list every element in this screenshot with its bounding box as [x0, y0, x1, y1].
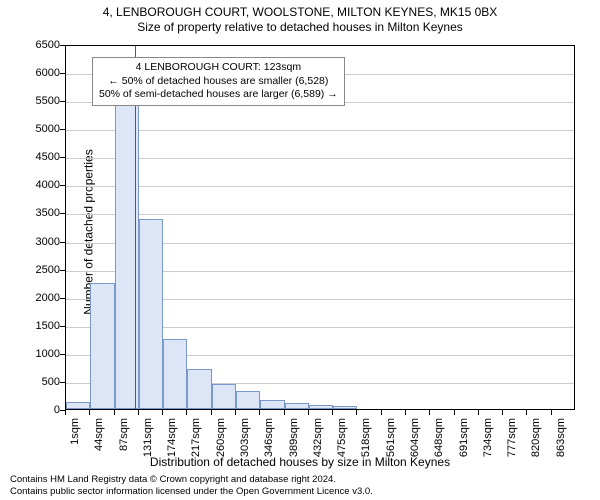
xtick-label: 475sqm [336, 418, 348, 458]
legend-line-1: 4 LENBOROUGH COURT: 123sqm [99, 61, 338, 75]
gridline [66, 158, 574, 159]
histogram-bar [66, 402, 90, 409]
xtick-label: 389sqm [288, 418, 300, 458]
xtick-mark [138, 410, 139, 415]
xtick-label: 1sqm [69, 418, 81, 458]
ytick-mark [60, 298, 65, 299]
xtick-label: 691sqm [458, 418, 470, 458]
footer: Contains HM Land Registry data © Crown c… [10, 474, 373, 498]
xtick-mark [284, 410, 285, 415]
ytick-label: 1000 [30, 348, 60, 360]
ytick-mark [60, 382, 65, 383]
histogram-bar [187, 369, 211, 409]
xtick-label: 44sqm [93, 418, 105, 458]
xtick-mark [308, 410, 309, 415]
ytick-label: 0 [30, 404, 60, 416]
xtick-label: 604sqm [409, 418, 421, 458]
xtick-label: 131sqm [142, 418, 154, 458]
title-area: 4, LENBOROUGH COURT, WOOLSTONE, MILTON K… [0, 0, 600, 34]
xtick-label: 518sqm [360, 418, 372, 458]
xtick-mark [332, 410, 333, 415]
ytick-label: 2500 [30, 264, 60, 276]
title-line-2: Size of property relative to detached ho… [0, 20, 600, 34]
xtick-mark [429, 410, 430, 415]
ytick-label: 5500 [30, 95, 60, 107]
histogram-bar [139, 219, 163, 409]
xtick-label: 260sqm [215, 418, 227, 458]
footer-line-1: Contains HM Land Registry data © Crown c… [10, 474, 373, 486]
ytick-label: 5000 [30, 123, 60, 135]
xtick-label: 648sqm [433, 418, 445, 458]
gridline [66, 214, 574, 215]
xtick-mark [162, 410, 163, 415]
histogram-bar [260, 400, 284, 409]
ytick-label: 3500 [30, 207, 60, 219]
xtick-label: 217sqm [190, 418, 202, 458]
histogram-bar [285, 403, 309, 409]
xtick-mark [405, 410, 406, 415]
ytick-label: 500 [30, 376, 60, 388]
ytick-mark [60, 242, 65, 243]
legend-box: 4 LENBOROUGH COURT: 123sqm ← 50% of deta… [92, 57, 345, 106]
histogram-bar [236, 391, 260, 409]
xtick-mark [65, 410, 66, 415]
xtick-label: 820sqm [530, 418, 542, 458]
histogram-bar [333, 406, 357, 409]
histogram-bar [90, 283, 114, 409]
ytick-label: 2000 [30, 292, 60, 304]
xtick-mark [551, 410, 552, 415]
ytick-label: 3000 [30, 236, 60, 248]
xtick-mark [356, 410, 357, 415]
ytick-mark [60, 213, 65, 214]
ytick-label: 1500 [30, 320, 60, 332]
xtick-mark [211, 410, 212, 415]
xtick-mark [478, 410, 479, 415]
ytick-label: 4000 [30, 179, 60, 191]
xtick-label: 734sqm [482, 418, 494, 458]
gridline [66, 186, 574, 187]
xtick-label: 432sqm [312, 418, 324, 458]
xtick-mark [235, 410, 236, 415]
ytick-mark [60, 73, 65, 74]
legend-line-3: 50% of semi-detached houses are larger (… [99, 88, 338, 102]
ytick-label: 4500 [30, 151, 60, 163]
ytick-mark [60, 354, 65, 355]
xtick-mark [89, 410, 90, 415]
ytick-mark [60, 270, 65, 271]
xtick-label: 777sqm [506, 418, 518, 458]
xtick-label: 346sqm [263, 418, 275, 458]
xtick-label: 863sqm [555, 418, 567, 458]
legend-line-2: ← 50% of detached houses are smaller (6,… [99, 75, 338, 89]
xtick-mark [526, 410, 527, 415]
ytick-mark [60, 185, 65, 186]
xtick-mark [114, 410, 115, 415]
xtick-label: 87sqm [118, 418, 130, 458]
title-line-1: 4, LENBOROUGH COURT, WOOLSTONE, MILTON K… [0, 5, 600, 19]
histogram-bar [212, 384, 236, 409]
xtick-mark [259, 410, 260, 415]
xtick-mark [186, 410, 187, 415]
gridline [66, 130, 574, 131]
ytick-mark [60, 45, 65, 46]
ytick-mark [60, 157, 65, 158]
ytick-mark [60, 326, 65, 327]
histogram-bar [163, 339, 187, 409]
xtick-label: 303sqm [239, 418, 251, 458]
xtick-label: 174sqm [166, 418, 178, 458]
xtick-mark [454, 410, 455, 415]
ytick-mark [60, 101, 65, 102]
xtick-mark [381, 410, 382, 415]
ytick-mark [60, 129, 65, 130]
ytick-label: 6500 [30, 39, 60, 51]
footer-line-2: Contains public sector information licen… [10, 486, 373, 498]
xtick-label: 561sqm [385, 418, 397, 458]
xtick-mark [502, 410, 503, 415]
histogram-bar [309, 405, 333, 409]
ytick-label: 6000 [30, 67, 60, 79]
